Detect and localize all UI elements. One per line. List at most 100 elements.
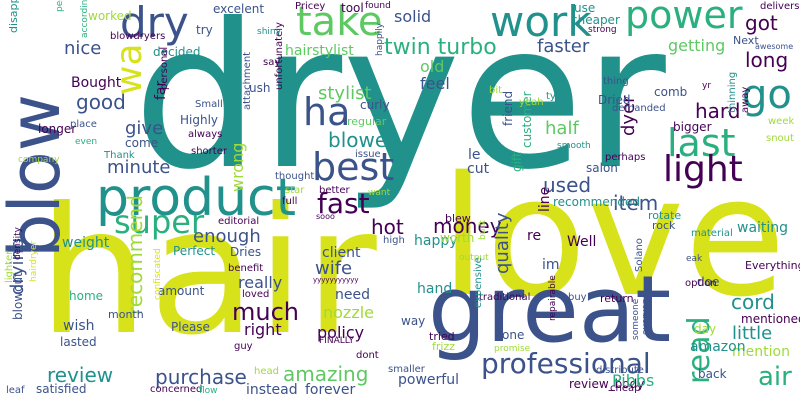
word-line: line [537,186,553,212]
word-bought: Bought [71,75,122,91]
word-friend: friend [501,90,515,126]
word-right: right [244,320,282,339]
word-strong: strong [588,25,617,35]
word-type: type [546,91,569,102]
word-tried: tried [429,330,455,343]
word-shiny: shiny [257,27,281,37]
word-used: used [543,173,592,197]
word-amount: amount [158,284,205,298]
word-old: old [420,57,445,76]
word-professional: professional [481,347,651,380]
word-home: home [69,289,104,303]
word-pibbs: Pibbs [612,371,655,390]
word-away: away [740,86,751,113]
word-excelent: excelent [213,2,265,16]
word-density: density [13,227,23,260]
word-half: half [545,118,579,139]
word-editorial: editorial [218,216,260,227]
word-love: love [440,141,786,333]
word-minute: minute [107,157,171,178]
word-confiscated: confiscated [153,248,163,300]
word-blew: blew [445,212,471,225]
word-give: give [125,118,164,139]
word-pricey: Pricey [295,1,326,12]
word-loved: loved [242,289,270,300]
word-wish: wish [63,318,95,334]
word-always: always [188,129,223,140]
word-dont: dont [356,350,379,361]
word-forever: forever [305,382,356,398]
word-re: re [527,228,542,244]
word-yeah: yeah [519,97,544,108]
word-next: Next [733,34,759,47]
word-dried: Dried [598,93,631,107]
word-ha: ha [303,90,351,134]
word-eak: eak [686,254,703,264]
word-personal: personal [159,46,170,90]
word-blowdryers: blowdryers [110,31,166,42]
word-amazing: amazing [283,362,369,386]
word-best: best [312,145,395,189]
word-rock: rock [652,219,676,232]
word-say: say [263,57,281,68]
word-go: go [742,72,792,118]
word-dryer: dryer [133,0,666,214]
word-blower: blower [328,128,396,152]
word-shorter: shorter [191,146,227,157]
word-place: place [70,119,97,130]
word-yr: yr [702,81,712,91]
word-faster: faster [537,36,590,57]
word-hot: hot [371,215,404,239]
word-use: use [574,1,596,15]
word-great: great [428,256,672,363]
word-le: le [468,147,481,163]
word-option: option [685,278,717,289]
word-hairdryer: hairdryer [29,240,39,282]
word-highly: Highly [180,113,219,127]
word-satisfied: satisfied [36,382,87,396]
word-output: output [459,253,489,263]
word-client: client [322,245,361,261]
word-review: review [47,363,114,387]
word-distribute: distribute [596,365,644,376]
word-instead: instead [246,382,298,398]
word-company: company [18,155,60,165]
word-small: Small [195,99,223,110]
word-light: light [663,149,743,190]
word-thought: thought [275,171,315,182]
word-little: little [732,323,773,344]
word-comb: comb [654,85,688,99]
word-cut: cut [467,161,490,177]
word-solano: Solano [634,238,645,272]
word-air: air [758,362,792,392]
word-guy: guy [234,341,253,352]
word-policy: policy [317,323,365,342]
word-want: want [368,188,391,198]
word-found: found [365,1,391,11]
word-blow: blow [0,94,76,258]
word-hard: hard [695,99,741,123]
word-worked: worked [88,9,132,23]
word-come: come [125,136,159,150]
word-yyyyyyyyyyy: yyyyyyyyyyy [313,276,359,284]
word-even: even [75,137,98,147]
word-nice: nice [64,38,102,59]
word-back: back [698,367,727,381]
word-built: built [478,220,488,240]
word-last: last [667,121,736,165]
word-snout: snout [766,133,794,144]
word-decided: decided [153,45,201,59]
word-please: Please [171,320,210,334]
word-people: people [55,0,65,12]
word-hairstylist: hairstylist [285,43,354,59]
word-worth: worth [440,231,475,245]
word-head: head [254,366,279,377]
word-mentioned: mentioned [741,312,800,326]
word-salon: salon [586,161,618,175]
word-work: work [490,0,592,46]
word-month: month [108,308,144,321]
word-star: star [285,185,305,196]
word-recommended: recommended [553,195,640,209]
word-cheaper: cheaper [571,13,620,27]
word-stylist: stylist [318,83,372,104]
